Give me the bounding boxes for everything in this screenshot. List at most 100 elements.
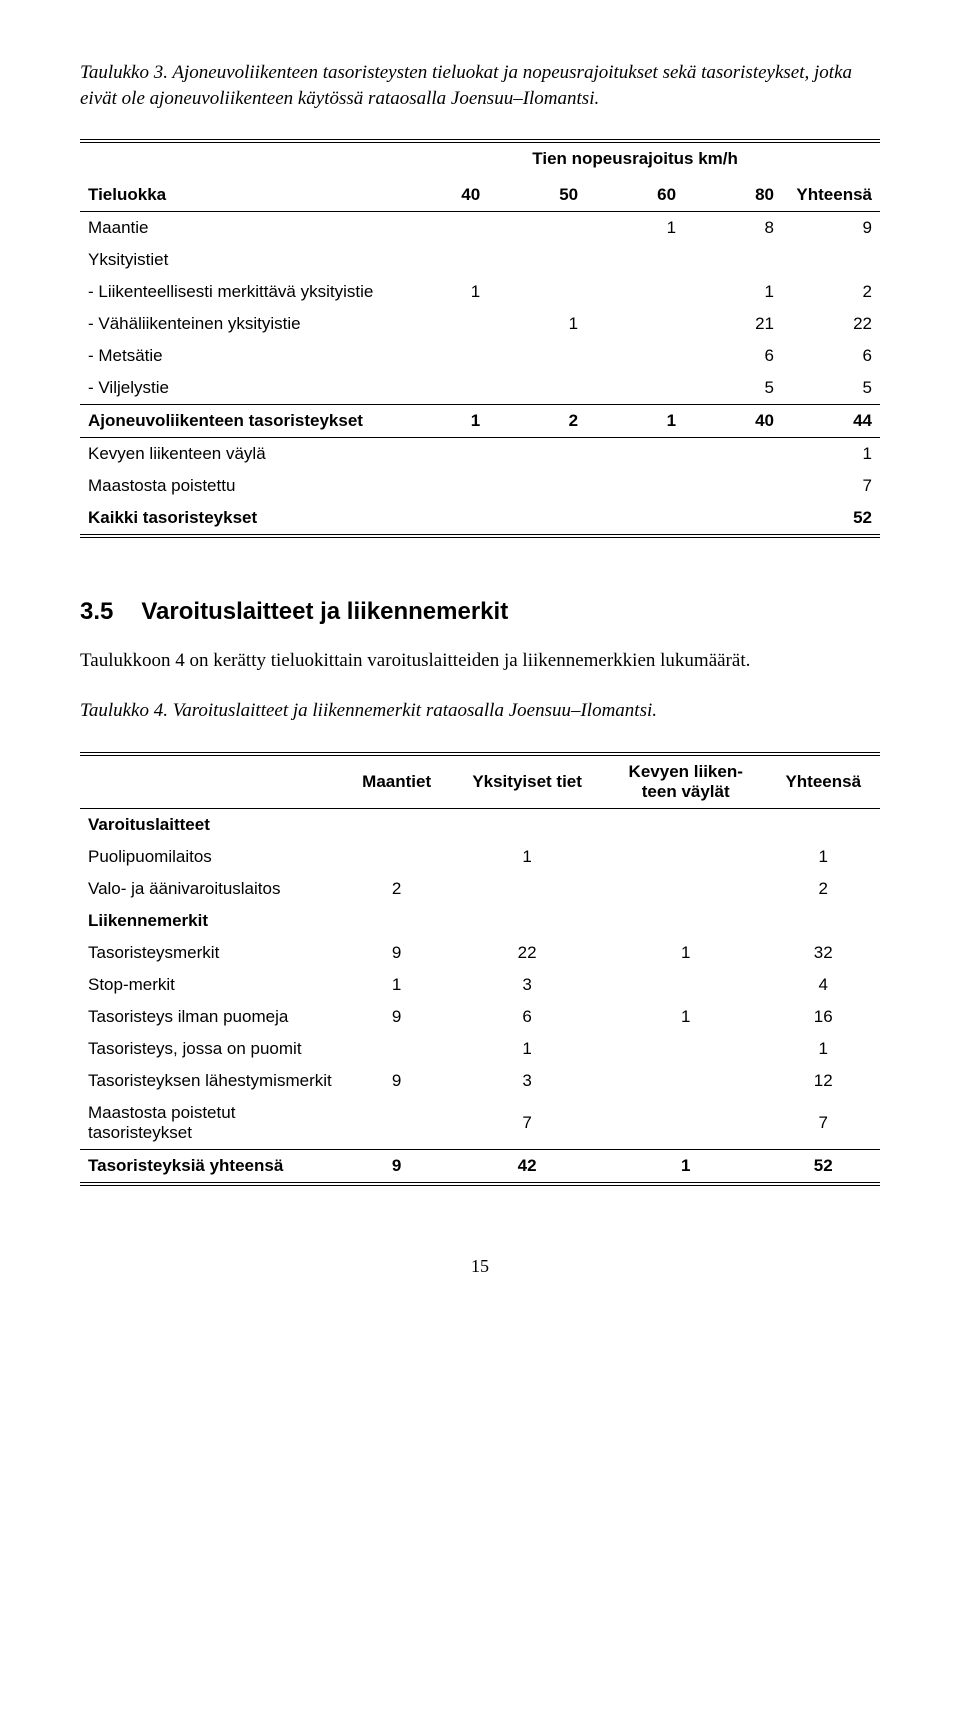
t3-cell <box>488 438 586 471</box>
t4-cell: 9 <box>344 1001 449 1033</box>
t3-cell <box>488 276 586 308</box>
t3-cell <box>488 470 586 502</box>
t4-cell <box>605 1097 767 1150</box>
t4-cell: 6 <box>449 1001 605 1033</box>
t4-cell <box>766 905 880 937</box>
t4-cell: 1 <box>344 969 449 1001</box>
t3-cell: 52 <box>782 502 880 536</box>
t3-cell: 6 <box>782 340 880 372</box>
t4-row-label: Tasoristeys ilman puomeja <box>80 1001 344 1033</box>
t3-cell <box>586 340 684 372</box>
t3-cell <box>390 212 488 245</box>
t3-col-header: 60 <box>586 179 684 212</box>
t4-cell <box>605 1065 767 1097</box>
t3-cell: 1 <box>684 276 782 308</box>
t3-row-label: Kevyen liikenteen väylä <box>80 438 390 471</box>
table-row: Kevyen liikenteen väylä1 <box>80 438 880 471</box>
table-row: Ajoneuvoliikenteen tasoristeykset1214044 <box>80 405 880 438</box>
t4-cell: 7 <box>766 1097 880 1150</box>
t3-cell <box>390 244 488 276</box>
t4-cell: 42 <box>449 1149 605 1184</box>
section-number: 3.5 <box>80 598 113 626</box>
t3-row-label: - Liikenteellisesti merkittävä yksityist… <box>80 276 390 308</box>
table-row: Yksityistiet <box>80 244 880 276</box>
t3-cell <box>488 244 586 276</box>
t4-cell <box>605 808 767 841</box>
t4-cell: 1 <box>605 1149 767 1184</box>
t4-cell <box>605 969 767 1001</box>
t3-cell <box>390 340 488 372</box>
section-3-5-paragraph: Taulukkoon 4 on kerätty tieluokittain va… <box>80 648 880 674</box>
t4-cell <box>344 808 449 841</box>
t3-cell: 6 <box>684 340 782 372</box>
t3-cell <box>586 244 684 276</box>
table-row: Maastosta poistettu7 <box>80 470 880 502</box>
t3-cell <box>488 502 586 536</box>
table-row: Puolipuomilaitos11 <box>80 841 880 873</box>
table-row: Tasoristeyksen lähestymismerkit9312 <box>80 1065 880 1097</box>
t4-row-label: Tasoristeyksen lähestymismerkit <box>80 1065 344 1097</box>
t3-cell <box>488 372 586 405</box>
t3-cell: 2 <box>488 405 586 438</box>
t4-cell: 2 <box>344 873 449 905</box>
t3-row-label: Yksityistiet <box>80 244 390 276</box>
t4-col-header: Yhteensä <box>766 754 880 809</box>
t4-cell <box>449 905 605 937</box>
t4-cell <box>605 1033 767 1065</box>
t4-cell: 1 <box>449 1033 605 1065</box>
section-3-5-title: 3.5 Varoituslaitteet ja liikennemerkit <box>80 598 880 626</box>
table-row: - Vähäliikenteinen yksityistie12122 <box>80 308 880 340</box>
t3-row-label: Kaikki tasoristeykset <box>80 502 390 536</box>
t4-cell <box>605 841 767 873</box>
t4-cell: 9 <box>344 1149 449 1184</box>
table3: Tieluokka Tien nopeusrajoitus km/h 40506… <box>80 139 880 538</box>
t4-cell <box>605 905 767 937</box>
t4-row-label: Liikennemerkit <box>80 905 344 937</box>
t4-cell: 3 <box>449 1065 605 1097</box>
t3-cell <box>586 276 684 308</box>
t4-row-label: Stop-merkit <box>80 969 344 1001</box>
t4-cell: 12 <box>766 1065 880 1097</box>
t4-cell <box>344 1033 449 1065</box>
table-row: - Liikenteellisesti merkittävä yksityist… <box>80 276 880 308</box>
table-row: Tasoristeys, jossa on puomit11 <box>80 1033 880 1065</box>
t4-row-label: Valo- ja äänivaroituslaitos <box>80 873 344 905</box>
t4-cell <box>766 808 880 841</box>
t4-cell: 7 <box>449 1097 605 1150</box>
table3-caption: Taulukko 3. Ajoneuvoliikenteen tasoriste… <box>80 60 880 111</box>
t3-col-header: 40 <box>390 179 488 212</box>
t3-cell: 2 <box>782 276 880 308</box>
t3-cell: 1 <box>586 212 684 245</box>
t3-col-header: 50 <box>488 179 586 212</box>
t4-cell: 52 <box>766 1149 880 1184</box>
t4-col-header: Kevyen liiken- teen väylät <box>605 754 767 809</box>
table-row: Valo- ja äänivaroituslaitos22 <box>80 873 880 905</box>
t3-cell: 1 <box>586 405 684 438</box>
t4-empty-header <box>80 754 344 809</box>
t3-cell <box>684 502 782 536</box>
t3-cell <box>390 502 488 536</box>
t4-cell <box>344 841 449 873</box>
t4-cell <box>449 873 605 905</box>
t3-cell: 5 <box>782 372 880 405</box>
t3-cell <box>684 244 782 276</box>
t3-col-header: Yhteensä <box>782 179 880 212</box>
t3-col-header: 80 <box>684 179 782 212</box>
t3-cell <box>390 372 488 405</box>
t4-row-label: Maastosta poistetut tasoristeykset <box>80 1097 344 1150</box>
table-row: Liikennemerkit <box>80 905 880 937</box>
t3-row-label: - Viljelystie <box>80 372 390 405</box>
t4-cell <box>344 1097 449 1150</box>
t3-row-label: - Metsätie <box>80 340 390 372</box>
t4-cell <box>449 808 605 841</box>
t3-cell <box>586 502 684 536</box>
table-row: Maastosta poistetut tasoristeykset 7 7 <box>80 1097 880 1150</box>
t4-cell: 1 <box>605 1001 767 1033</box>
t4-cell: 4 <box>766 969 880 1001</box>
t3-cell: 7 <box>782 470 880 502</box>
section-title-text: Varoituslaitteet ja liikennemerkit <box>141 598 508 625</box>
t3-cell: 1 <box>488 308 586 340</box>
table-row: Kaikki tasoristeykset 52 <box>80 502 880 536</box>
t4-cell: 22 <box>449 937 605 969</box>
page-number: 15 <box>80 1256 880 1277</box>
